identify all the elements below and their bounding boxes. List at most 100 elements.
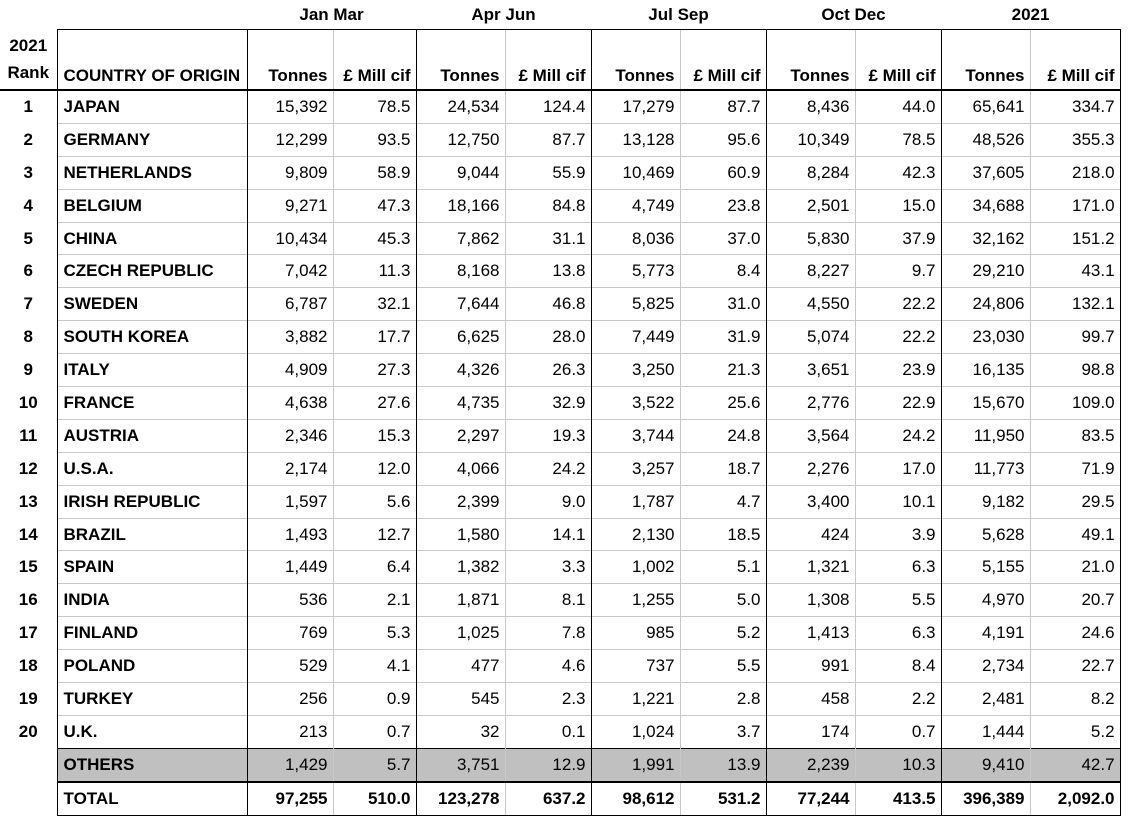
tonnes-cell: 1,597 xyxy=(246,484,333,519)
country-cell: ITALY xyxy=(56,353,248,387)
tonnes-cell: 10,469 xyxy=(590,155,681,190)
tonnes-cell: 1,991 xyxy=(590,747,681,782)
value-cell: 171.0 xyxy=(1029,188,1121,223)
tonnes-cell: 16,135 xyxy=(940,353,1031,387)
value-cell: 37.9 xyxy=(854,221,942,255)
table-row: 10 FRANCE 4,638 27.6 4,735 32.9 3,522 25.6 2,776… xyxy=(0,386,1121,420)
value-cell: 27.3 xyxy=(332,353,417,387)
value-cell: 5.2 xyxy=(679,616,767,650)
rank-header-year: 2021 xyxy=(9,36,48,56)
value-cell: 95.6 xyxy=(679,122,767,157)
tonnes-cell: 1,871 xyxy=(415,583,505,617)
tonnes-cell: 1,321 xyxy=(765,550,856,584)
rank-cell: 9 xyxy=(23,360,33,380)
period-header: Jan Mar xyxy=(299,4,364,24)
tonnes-cell: 2,346 xyxy=(246,418,333,453)
tonnes-cell: 11,773 xyxy=(940,451,1031,486)
value-cell: 0.7 xyxy=(854,714,942,749)
tonnes-cell: 4,066 xyxy=(415,451,505,486)
value-cell: 24.2 xyxy=(854,418,942,453)
tonnes-cell: 9,410 xyxy=(940,747,1031,782)
table-row: 13 IRISH REPUBLIC 1,597 5.6 2,399 9.0 1,787 4.7… xyxy=(0,484,1121,519)
value-cell: 10.3 xyxy=(854,747,942,782)
tonnes-cell: 9,809 xyxy=(246,155,333,190)
tonnes-cell: 7,862 xyxy=(415,221,505,255)
tonnes-cell: 3,522 xyxy=(590,386,681,420)
tonnes-cell: 2,276 xyxy=(765,451,856,486)
tonnes-cell: 4,735 xyxy=(415,386,505,420)
tonnes-header: Tonnes xyxy=(415,29,505,91)
table-row: 18 POLAND 529 4.1 477 4.6 737 5.5 991 8.4 2,734 22.… xyxy=(0,649,1121,683)
value-cell: 21.0 xyxy=(1029,550,1121,584)
period-header: Jul Sep xyxy=(648,4,709,24)
tonnes-cell: 213 xyxy=(246,714,333,749)
value-cell: 31.1 xyxy=(504,221,592,255)
rank-cell: 3 xyxy=(23,162,33,182)
tonnes-cell: 15,392 xyxy=(246,90,333,124)
tonnes-cell: 17,279 xyxy=(590,90,681,124)
value-cell: 58.9 xyxy=(332,155,417,190)
rank-cell: 16 xyxy=(18,590,38,610)
rank-cell: 17 xyxy=(18,623,38,643)
tonnes-cell: 7,042 xyxy=(246,254,333,288)
value-cell: 21.3 xyxy=(679,353,767,387)
table-row: 9 ITALY 4,909 27.3 4,326 26.3 3,250 21.3 3,651 23… xyxy=(0,353,1121,387)
tonnes-cell: 24,806 xyxy=(940,287,1031,321)
value-cell: 23.8 xyxy=(679,188,767,223)
value-header: £ Mill cif xyxy=(332,29,417,91)
tonnes-cell: 3,257 xyxy=(590,451,681,486)
table-row: 14 BRAZIL 1,493 12.7 1,580 14.1 2,130 18.5 424 3.… xyxy=(0,517,1121,551)
value-cell: 32.1 xyxy=(332,287,417,321)
rank-cell: 8 xyxy=(23,327,33,347)
value-cell: 18.5 xyxy=(679,517,767,551)
tonnes-cell: 2,130 xyxy=(590,517,681,551)
value-cell: 4.6 xyxy=(504,649,592,683)
tonnes-cell: 6,787 xyxy=(246,287,333,321)
tonnes-cell: 2,501 xyxy=(765,188,856,223)
tonnes-cell: 985 xyxy=(590,616,681,650)
tonnes-cell: 8,436 xyxy=(765,90,856,124)
value-cell: 2.2 xyxy=(854,682,942,716)
value-cell: 13.9 xyxy=(679,747,767,782)
tonnes-cell: 737 xyxy=(590,649,681,683)
tonnes-cell: 9,182 xyxy=(940,484,1031,519)
table-row: 3 NETHERLANDS 9,809 58.9 9,044 55.9 10,469 60.9… xyxy=(0,155,1121,190)
tonnes-cell: 2,399 xyxy=(415,484,505,519)
period-header-row: Jan Mar Apr Jun Jul Sep Oct Dec 2021 xyxy=(0,0,1120,30)
tonnes-cell: 65,641 xyxy=(940,90,1031,124)
value-cell: 355.3 xyxy=(1029,122,1121,157)
tonnes-cell: 1,429 xyxy=(246,747,333,782)
tonnes-cell: 769 xyxy=(246,616,333,650)
tonnes-cell: 4,550 xyxy=(765,287,856,321)
value-cell: 12.9 xyxy=(504,747,592,782)
tonnes-cell: 1,255 xyxy=(590,583,681,617)
value-cell: 4.7 xyxy=(679,484,767,519)
rank-cell xyxy=(0,782,57,815)
value-cell: 4.1 xyxy=(332,649,417,683)
value-cell: 3.3 xyxy=(504,550,592,584)
tonnes-cell: 8,284 xyxy=(765,155,856,190)
tonnes-cell: 1,221 xyxy=(590,682,681,716)
country-cell: FRANCE xyxy=(56,386,248,420)
rank-cell: 14 xyxy=(18,524,38,544)
tonnes-header: Tonnes xyxy=(765,29,856,91)
tonnes-cell: 2,297 xyxy=(415,418,505,453)
rank-cell: 6 xyxy=(23,261,33,281)
tonnes-cell: 48,526 xyxy=(940,122,1031,157)
value-cell: 18.7 xyxy=(679,451,767,486)
tonnes-cell: 1,413 xyxy=(765,616,856,650)
tonnes-cell: 4,970 xyxy=(940,583,1031,617)
table-row: 8 SOUTH KOREA 3,882 17.7 6,625 28.0 7,449 31.9 5… xyxy=(0,320,1121,354)
tonnes-cell: 9,044 xyxy=(415,155,505,190)
value-cell: 29.5 xyxy=(1029,484,1121,519)
tonnes-cell: 4,909 xyxy=(246,353,333,387)
period-header: Apr Jun xyxy=(471,4,536,24)
country-cell: SPAIN xyxy=(56,550,248,584)
value-cell: 5.2 xyxy=(1029,714,1121,749)
tonnes-cell: 11,950 xyxy=(940,418,1031,453)
value-cell: 42.3 xyxy=(854,155,942,190)
period-header: Oct Dec xyxy=(821,4,886,24)
tonnes-cell: 32,162 xyxy=(940,221,1031,255)
